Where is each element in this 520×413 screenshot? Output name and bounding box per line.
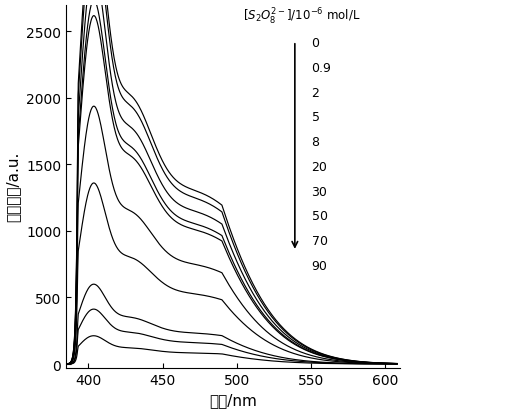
Text: 5: 5 xyxy=(311,111,320,124)
X-axis label: 波长/nm: 波长/nm xyxy=(209,392,257,408)
Y-axis label: 荧光强度/a.u.: 荧光强度/a.u. xyxy=(6,152,21,222)
Text: 0: 0 xyxy=(311,37,320,50)
Text: 2: 2 xyxy=(311,86,319,100)
Text: 50: 50 xyxy=(311,210,328,223)
Text: 20: 20 xyxy=(311,160,328,173)
Text: 0.9: 0.9 xyxy=(311,62,331,75)
Text: 30: 30 xyxy=(311,185,328,198)
Text: 90: 90 xyxy=(311,259,328,272)
Text: 70: 70 xyxy=(311,235,328,247)
Text: $[S_2O_8^{2-}]/ 10^{-6}$ mol/L: $[S_2O_8^{2-}]/ 10^{-6}$ mol/L xyxy=(243,7,360,27)
Text: 8: 8 xyxy=(311,136,320,149)
